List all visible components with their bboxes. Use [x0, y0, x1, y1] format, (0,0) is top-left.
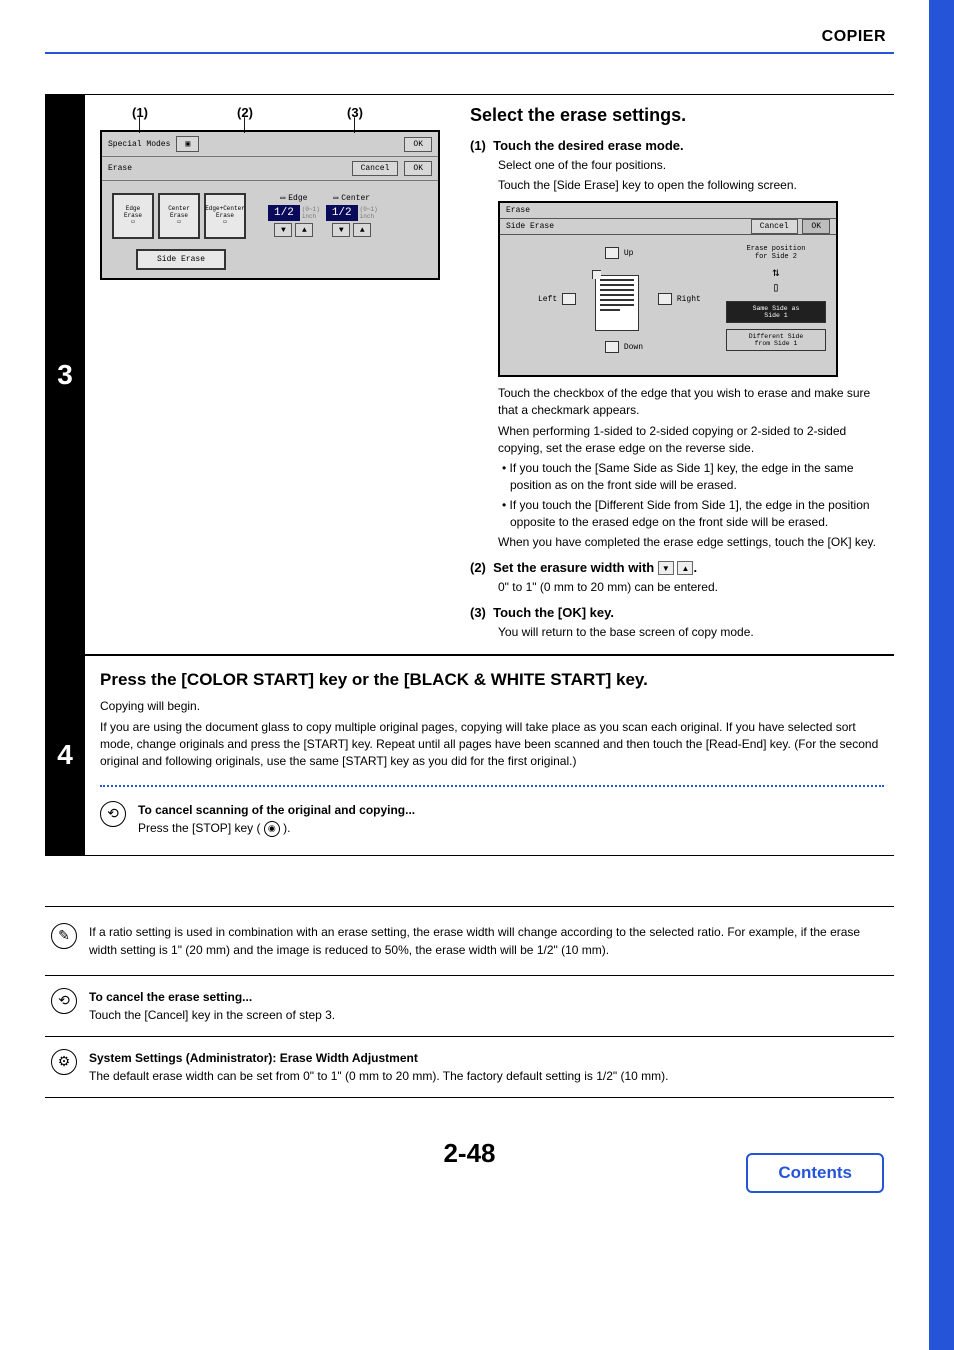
ok-top-button[interactable]: OK: [404, 137, 432, 152]
step3-right: Select the erase settings. (1) Touch the…: [470, 105, 884, 644]
right-label: Right: [677, 295, 701, 304]
sub1-b2: • If you touch the [Different Side from …: [502, 497, 884, 531]
erase-screen-1: Special Modes ▣ OK Erase Cancel OK: [100, 130, 440, 280]
callout-row: (1) (2) (3): [100, 105, 440, 120]
section-color-tab: [929, 0, 954, 1350]
s2-cancel-button[interactable]: Cancel: [751, 219, 798, 234]
step-4-content: Press the [COLOR START] key or the [BLAC…: [85, 655, 894, 856]
erase-mode-group: Edge Erase▭ Center Erase▭ Edge+Center Er…: [106, 187, 256, 245]
edge-center-erase-mode[interactable]: Edge+Center Erase▭: [204, 193, 246, 239]
sub1-p1: Select one of the four positions.: [498, 157, 884, 174]
s2-side-erase-label: Side Erase: [506, 222, 554, 231]
edge-decrease-button[interactable]: ▼: [274, 223, 292, 237]
cancel-erase-body: Touch the [Cancel] key in the screen of …: [89, 1006, 335, 1024]
sub1-heading: (1) Touch the desired erase mode.: [470, 138, 884, 153]
different-side-button[interactable]: Different Side from Side 1: [726, 329, 826, 351]
up-checkbox[interactable]: [605, 247, 619, 259]
step3-heading: Select the erase settings.: [470, 105, 884, 126]
admin-note-box: ⚙ System Settings (Administrator): Erase…: [45, 1037, 894, 1098]
edge-erase-mode[interactable]: Edge Erase▭: [112, 193, 154, 239]
sub1-p2: Touch the [Side Erase] key to open the f…: [498, 177, 884, 194]
center-width-value: 1/2: [326, 205, 358, 221]
step3-left: (1) (2) (3) │││ Special Modes ▣ OK: [100, 105, 440, 644]
sub3-p1: You will return to the base screen of co…: [498, 624, 884, 641]
up-key-icon: ▲: [677, 561, 693, 575]
left-checkbox[interactable]: [562, 293, 576, 305]
cancel-scan-title: To cancel scanning of the original and c…: [138, 801, 415, 819]
doc-icon: [595, 275, 639, 331]
cancel-scan-note: ⟲ To cancel scanning of the original and…: [100, 801, 884, 837]
edge-increase-button[interactable]: ▲: [295, 223, 313, 237]
edge-width-value: 1/2: [268, 205, 300, 221]
down-label: Down: [624, 343, 643, 352]
center-width-control: ▭Center 1/2 (0~1) inch ▼ ▲: [326, 193, 378, 237]
step4-p1: Copying will begin.: [100, 698, 884, 715]
ratio-note-box: ✎ If a ratio setting is used in combinat…: [45, 906, 894, 976]
sub1-p4: When performing 1-sided to 2-sided copyi…: [498, 423, 884, 458]
gear-note-icon: ⚙: [51, 1049, 77, 1075]
step4-p2: If you are using the document glass to c…: [100, 719, 884, 771]
center-erase-mode[interactable]: Center Erase▭: [158, 193, 200, 239]
ok-button[interactable]: OK: [404, 161, 432, 176]
dotted-divider: [100, 785, 884, 787]
same-side-button[interactable]: Same Side as Side 1: [726, 301, 826, 323]
cancel-note-icon: ⟲: [51, 988, 77, 1014]
section-heading: COPIER: [45, 28, 894, 46]
sub2-heading: (2) Set the erasure width with ▼ ▲.: [470, 560, 884, 576]
center-width-label: Center: [341, 194, 370, 203]
back-icon-button[interactable]: ▣: [176, 136, 199, 152]
page: COPIER 3 (1) (2) (3) │││: [0, 0, 954, 1229]
center-increase-button[interactable]: ▲: [353, 223, 371, 237]
step-number: 3: [45, 94, 85, 655]
sub1-p5: When you have completed the erase edge s…: [498, 534, 884, 551]
sub1-b1: • If you touch the [Same Side as Side 1]…: [502, 460, 884, 494]
ratio-note-text: If a ratio setting is used in combinatio…: [89, 923, 888, 959]
cancel-button[interactable]: Cancel: [352, 161, 399, 176]
edge-width-control: ▭Edge 1/2 (0~1) inch ▼ ▲: [268, 193, 320, 237]
sub3-heading: (3) Touch the [OK] key.: [470, 605, 884, 620]
down-checkbox[interactable]: [605, 341, 619, 353]
cancel-erase-note-box: ⟲ To cancel the erase setting... Touch t…: [45, 976, 894, 1037]
step-3-content: (1) (2) (3) │││ Special Modes ▣ OK: [85, 94, 894, 655]
info-note-icon: ✎: [51, 923, 77, 949]
edge-width-label: Edge: [288, 194, 307, 203]
cancel-scan-body: Press the [STOP] key ( ◉ ).: [138, 819, 415, 837]
admin-note-title: System Settings (Administrator): Erase W…: [89, 1049, 668, 1067]
admin-note-body: The default erase width can be set from …: [89, 1067, 668, 1085]
sub1-p3: Touch the checkbox of the edge that you …: [498, 385, 884, 420]
side-erase-screen: Erase Side Erase Cancel OK Up Left: [498, 201, 838, 377]
erase-position-label: Erase position for Side 2: [726, 245, 826, 261]
cancel-erase-title: To cancel the erase setting...: [89, 988, 335, 1006]
step4-heading: Press the [COLOR START] key or the [BLAC…: [100, 670, 884, 690]
contents-link[interactable]: Contents: [746, 1153, 884, 1193]
edge-width-range: (0~1) inch: [302, 206, 320, 220]
stop-note-icon: ⟲: [100, 801, 126, 827]
down-key-icon: ▼: [658, 561, 674, 575]
step-3: 3 (1) (2) (3) │││ Special Modes: [45, 94, 894, 655]
right-checkbox[interactable]: [658, 293, 672, 305]
left-label: Left: [538, 295, 557, 304]
flip-icon: ⇅▯: [726, 265, 826, 295]
s2-erase-label: Erase: [500, 203, 836, 219]
special-modes-label: Special Modes: [108, 140, 170, 149]
up-label: Up: [624, 249, 634, 258]
callout-ticks: │││: [100, 122, 440, 128]
center-width-range: (0~1) inch: [360, 206, 378, 220]
erase-label: Erase: [108, 164, 132, 173]
header-rule: [45, 52, 894, 54]
s2-ok-button[interactable]: OK: [802, 219, 830, 234]
step-4: 4 Press the [COLOR START] key or the [BL…: [45, 655, 894, 856]
sub2-p1: 0" to 1" (0 mm to 20 mm) can be entered.: [498, 579, 884, 596]
stop-key-icon: ◉: [264, 821, 280, 837]
center-decrease-button[interactable]: ▼: [332, 223, 350, 237]
step-4-number: 4: [45, 655, 85, 856]
side-erase-mode[interactable]: Side Erase: [136, 249, 226, 270]
